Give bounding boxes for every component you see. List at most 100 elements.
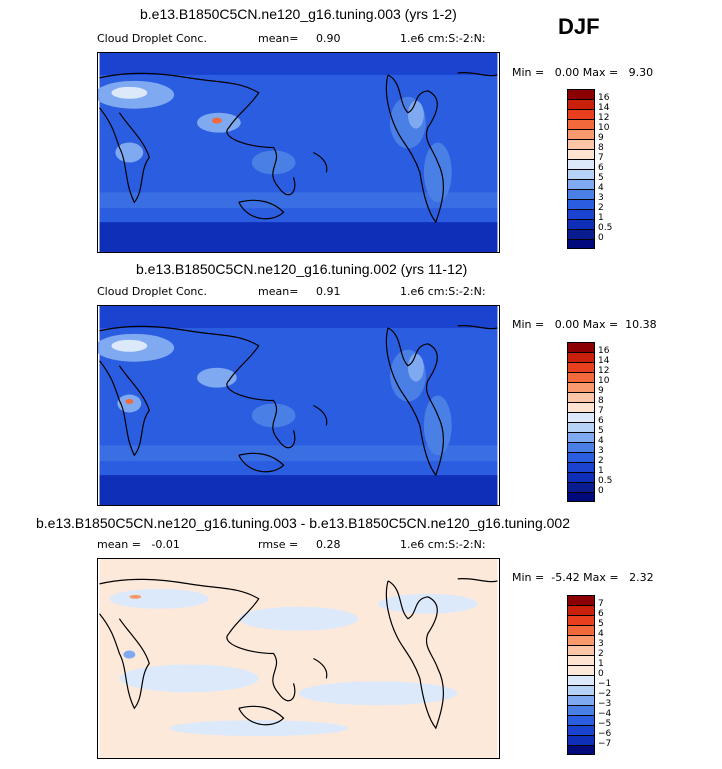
colorbar-tick-label: −2 bbox=[598, 689, 612, 699]
panel-1-title: b.e13.B1850C5CN.ne120_g16.tuning.003 (yr… bbox=[140, 6, 457, 22]
panel-3-colorbar-swatch bbox=[568, 656, 594, 666]
colorbar-tick-label: 10 bbox=[598, 376, 610, 386]
panel-3-rmse-value: 0.28 bbox=[316, 538, 341, 551]
colorbar-tick-label: 7 bbox=[598, 406, 604, 416]
colorbar-tick-label: −3 bbox=[598, 699, 612, 709]
panel-3-colorbar-swatch bbox=[568, 726, 594, 736]
panel-3-map bbox=[97, 558, 500, 759]
panel-1-variable-label: Cloud Droplet Conc. bbox=[97, 32, 207, 45]
panel-2-colorbar bbox=[567, 342, 595, 502]
panel-2-map bbox=[97, 305, 500, 506]
panel-3-colorbar-swatch bbox=[568, 626, 594, 636]
panel-1-colorbar bbox=[567, 89, 595, 249]
panel-3-colorbar-swatch bbox=[568, 746, 594, 754]
colorbar-tick-label: 6 bbox=[598, 416, 604, 426]
colorbar-tick-label: 0 bbox=[598, 233, 604, 243]
colorbar-tick-label: 6 bbox=[598, 609, 604, 619]
panel-1-coastlines bbox=[99, 71, 498, 224]
panel-1-mean-value: 0.90 bbox=[316, 32, 341, 45]
colorbar-tick-label: 5 bbox=[598, 173, 604, 183]
panel-1-minmax: Min = 0.00 Max = 9.30 bbox=[512, 66, 654, 79]
colorbar-tick-label: 7 bbox=[598, 599, 604, 609]
panel-3-colorbar-swatch bbox=[568, 686, 594, 696]
colorbar-tick-label: 2 bbox=[598, 456, 604, 466]
colorbar-tick-label: 5 bbox=[598, 619, 604, 629]
panel-3-colorbar-swatch bbox=[568, 616, 594, 626]
panel-1-colorbar-swatch bbox=[568, 200, 594, 210]
panel-2-colorbar-swatch bbox=[568, 483, 594, 493]
season-label: DJF bbox=[558, 14, 600, 39]
panel-1-colorbar-swatch bbox=[568, 140, 594, 150]
colorbar-tick-label: −5 bbox=[598, 719, 612, 729]
panel-1-colorbar-swatch bbox=[568, 240, 594, 248]
panel-1-map bbox=[97, 52, 500, 253]
panel-2-units: 1.e6 cm:S:-2:N: bbox=[400, 285, 486, 298]
panel-1-colorbar-swatch bbox=[568, 180, 594, 190]
panel-2-colorbar-swatch bbox=[568, 413, 594, 423]
panel-1-colorbar-swatch bbox=[568, 190, 594, 200]
colorbar-tick-label: 1 bbox=[598, 659, 604, 669]
panel-1-colorbar-swatch bbox=[568, 150, 594, 160]
panel-1-colorbar-swatch bbox=[568, 170, 594, 180]
colorbar-tick-label: 4 bbox=[598, 629, 604, 639]
panel-3-colorbar-swatch bbox=[568, 716, 594, 726]
colorbar-tick-label: 8 bbox=[598, 396, 604, 406]
panel-3-colorbar-swatch bbox=[568, 696, 594, 706]
panel-3-colorbar-swatch bbox=[568, 636, 594, 646]
panel-1-colorbar-swatch bbox=[568, 130, 594, 140]
panel-3-colorbar bbox=[567, 595, 595, 755]
colorbar-tick-label: 6 bbox=[598, 163, 604, 173]
panel-3-colorbar-swatch bbox=[568, 606, 594, 616]
colorbar-tick-label: 2 bbox=[598, 649, 604, 659]
colorbar-tick-label: −4 bbox=[598, 709, 612, 719]
panel-1-colorbar-swatch bbox=[568, 100, 594, 110]
panel-1-colorbar-swatch bbox=[568, 210, 594, 220]
panel-2-colorbar-swatch bbox=[568, 433, 594, 443]
panel-1-colorbar-swatch bbox=[568, 90, 594, 100]
panel-1-colorbar-swatch bbox=[568, 230, 594, 240]
panel-3-coastlines bbox=[99, 577, 498, 730]
panel-2-colorbar-swatch bbox=[568, 473, 594, 483]
panel-2-colorbar-swatch bbox=[568, 493, 594, 501]
panel-3-rmse-label: rmse = bbox=[258, 538, 299, 551]
colorbar-tick-label: 2 bbox=[598, 203, 604, 213]
panel-3-units: 1.e6 cm:S:-2:N: bbox=[400, 538, 486, 551]
colorbar-tick-label: 3 bbox=[598, 639, 604, 649]
panel-2-colorbar-swatch bbox=[568, 463, 594, 473]
panel-3-colorbar-swatch bbox=[568, 706, 594, 716]
colorbar-tick-label: 0.5 bbox=[598, 476, 613, 486]
colorbar-tick-label: 16 bbox=[598, 93, 610, 103]
colorbar-tick-label: 9 bbox=[598, 386, 604, 396]
panel-1-units: 1.e6 cm:S:-2:N: bbox=[400, 32, 486, 45]
panel-2-variable-label: Cloud Droplet Conc. bbox=[97, 285, 207, 298]
colorbar-tick-label: 0 bbox=[598, 669, 604, 679]
panel-2-colorbar-swatch bbox=[568, 423, 594, 433]
panel-3-mean: mean = -0.01 bbox=[97, 538, 180, 551]
panel-3-map-svg bbox=[99, 559, 498, 758]
panel-2-colorbar-swatch bbox=[568, 353, 594, 363]
panel-3-colorbar-swatch bbox=[568, 676, 594, 686]
colorbar-tick-label: −1 bbox=[598, 679, 612, 689]
colorbar-tick-label: 0 bbox=[598, 486, 604, 496]
panel-1-map-svg bbox=[98, 53, 498, 252]
panel-2-colorbar-swatch bbox=[568, 453, 594, 463]
panel-1-mean-label: mean= bbox=[258, 32, 299, 45]
panel-3-minmax: Min = -5.42 Max = 2.32 bbox=[512, 571, 654, 584]
colorbar-tick-label: 10 bbox=[598, 123, 610, 133]
panel-2-mean-value: 0.91 bbox=[316, 285, 341, 298]
panel-2-colorbar-swatch bbox=[568, 403, 594, 413]
panel-3-colorbar-swatch bbox=[568, 596, 594, 606]
panel-1-colorbar-swatch bbox=[568, 220, 594, 230]
colorbar-tick-label: 8 bbox=[598, 143, 604, 153]
colorbar-tick-label: 12 bbox=[598, 113, 610, 123]
colorbar-tick-label: 0.5 bbox=[598, 223, 613, 233]
panel-2-colorbar-swatch bbox=[568, 373, 594, 383]
colorbar-tick-label: 12 bbox=[598, 366, 610, 376]
panel-2-minmax: Min = 0.00 Max = 10.38 bbox=[512, 318, 657, 331]
colorbar-tick-label: 14 bbox=[598, 103, 610, 113]
panel-3-title: b.e13.B1850C5CN.ne120_g16.tuning.003 - b… bbox=[36, 515, 570, 531]
colorbar-tick-label: −6 bbox=[598, 729, 612, 739]
panel-2-title: b.e13.B1850C5CN.ne120_g16.tuning.002 (yr… bbox=[136, 261, 468, 277]
colorbar-tick-label: 4 bbox=[598, 436, 604, 446]
panel-2-map-svg bbox=[98, 306, 498, 505]
